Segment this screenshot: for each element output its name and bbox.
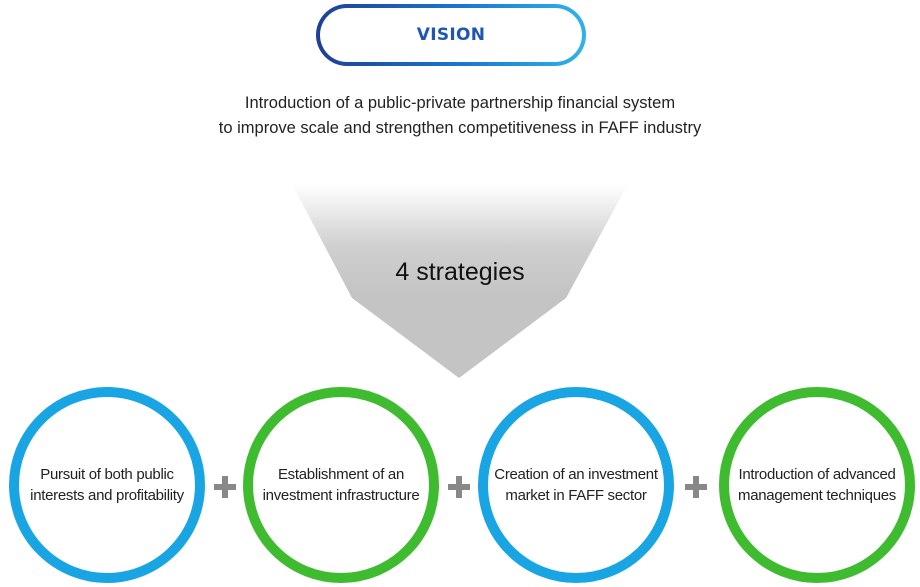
strategy-3-text: Creation of an investment market in FAFF…	[494, 466, 658, 504]
vision-badge: VISION	[316, 4, 586, 66]
arrow-body	[292, 184, 628, 298]
strategy-circle-3: Creation of an investment market in FAFF…	[478, 387, 674, 583]
arrow-head	[352, 298, 566, 378]
strategy-circle-1: Pursuit of both public interests and pro…	[9, 387, 205, 583]
strategy-circle-2: Establishment of an investment infrastru…	[243, 387, 439, 583]
strategy-2-text: Establishment of an investment infrastru…	[262, 466, 420, 504]
strategy-circle-4: Introduction of advanced management tech…	[719, 387, 915, 583]
vision-statement-line-1: Introduction of a public-private partner…	[244, 94, 676, 112]
strategies-count-label: 4 strategies	[395, 258, 525, 286]
plus-icon	[448, 476, 470, 498]
plus-icon	[685, 476, 707, 498]
vision-label: VISION	[320, 8, 582, 62]
vision-statement-line-2: to improve scale and strengthen competit…	[218, 119, 702, 137]
plus-icon	[214, 476, 236, 498]
strategy-4-text: Introduction of advanced management tech…	[738, 466, 896, 504]
strategy-1-text: Pursuit of both public interests and pro…	[30, 466, 184, 504]
